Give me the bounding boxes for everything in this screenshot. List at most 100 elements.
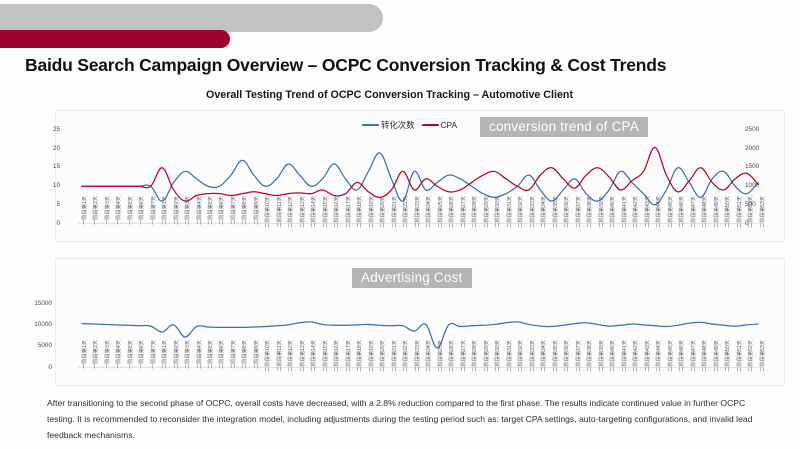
legend-label-conversions: 转化次数 [381,120,415,130]
x-tick-label: 二阶段第45天 [667,340,674,372]
x-tick-label: 一阶段第5天 [127,340,134,369]
x-tick-label: 二阶段第48天 [702,340,709,372]
x-tick-label: 二阶段第15天 [322,340,329,372]
x-tick-label: 二阶段第41天 [621,340,628,372]
x-tick-label: 二阶段第17天 [345,196,352,228]
x-tick-label: 二阶段第3天 [185,340,192,369]
y-tick-label: 5000 [37,342,52,350]
x-tick-label: 二阶段第35天 [552,340,559,372]
y-tick-label: 0 [48,363,52,371]
x-tick-label: 二阶段第35天 [552,196,559,228]
x-tick-label: 二阶段第3天 [185,196,192,225]
x-tick-label: 二阶段第13天 [299,196,306,228]
x-tick-label: 二阶段第29天 [483,340,490,372]
x-tick-label: 二阶段第31天 [506,340,513,372]
x-tick-label: 二阶段第33天 [529,196,536,228]
x-tick-label: 二阶段第37天 [575,196,582,228]
x-tick-label: 二阶段第43天 [644,340,651,372]
y-tick-label: 15 [52,163,60,171]
x-tick-label: 一阶段第2天 [93,196,100,225]
x-tick-label: 二阶段第12天 [288,340,295,372]
x-tick-label: 二阶段第37天 [575,340,582,372]
x-tick-label: 二阶段第51天 [736,340,743,372]
x-tick-label: 二阶段第15天 [322,196,329,228]
x-tick-label: 二阶段第34天 [541,340,548,372]
x-tick-label: 一阶段第3天 [104,196,111,225]
x-tick-label: 二阶段第28天 [472,196,479,228]
series-line-转化次数 [82,153,758,205]
conversion-cpa-plot [56,111,784,241]
y-tick-label: 1000 [745,182,760,190]
x-tick-label: 二阶段第26天 [449,196,456,228]
y-tick-label: 2500 [745,125,760,133]
x-tick-label: 二阶段第31天 [506,196,513,228]
x-tick-label: 二阶段第46天 [679,340,686,372]
x-tick-label: 一阶段第7天 [150,196,157,225]
x-tick-label: 二阶段第11天 [276,340,283,372]
x-tick-label: 二阶段第26天 [449,340,456,372]
x-tick-label: 一阶段第4天 [116,340,123,369]
x-tick-label: 二阶段第34天 [541,196,548,228]
y-tick-label: 2000 [745,144,760,152]
x-tick-label: 二阶段第39天 [598,340,605,372]
x-tick-label: 二阶段第30天 [495,196,502,228]
bottom-chart-x-axis-labels: 一阶段第1天 一阶段第2天 一阶段第3天 一阶段第4天 一阶段第5天 一阶段第6天 一阶段第… [0,340,800,386]
x-tick-label: 二阶段第13天 [299,340,306,372]
series-line-Advertising Cost [82,322,758,348]
x-tick-label: 二阶段第50天 [725,196,732,228]
x-tick-label: 二阶段第27天 [460,196,467,228]
x-tick-label: 一阶段第3天 [104,340,111,369]
x-tick-label: 二阶段第53天 [759,340,766,372]
y-tick-label: 0 [56,219,60,227]
x-tick-label: 二阶段第42天 [633,340,640,372]
legend-swatch-conversions [362,123,379,127]
x-tick-label: 二阶段第24天 [426,340,433,372]
x-tick-label: 二阶段第33天 [529,340,536,372]
x-tick-label: 二阶段第9天 [253,196,260,225]
x-tick-label: 二阶段第36天 [564,196,571,228]
callout-advertising-cost: Advertising Cost [352,268,472,288]
x-tick-label: 二阶段第21天 [391,340,398,372]
x-tick-label: 一阶段第2天 [93,340,100,369]
y-tick-label: 500 [745,200,756,208]
x-tick-label: 二阶段第40天 [610,340,617,372]
legend-entry-conversions: 转化次数 [362,119,415,131]
y-tick-label: 1500 [745,163,760,171]
x-tick-label: 二阶段第10天 [265,196,272,228]
y-tick-label: 10 [52,182,60,190]
x-tick-label: 二阶段第41天 [621,196,628,228]
x-tick-label: 二阶段第20天 [380,196,387,228]
x-tick-label: 二阶段第18天 [357,340,364,372]
x-tick-label: 二阶段第1天 [162,340,169,369]
x-tick-label: 二阶段第16天 [334,196,341,228]
x-tick-label: 二阶段第5天 [208,340,214,369]
x-tick-label: 二阶段第17天 [345,340,352,372]
x-tick-label: 二阶段第8天 [242,196,249,225]
summary-paragraph: After transitioning to the second phase … [47,398,753,440]
x-tick-label: 一阶段第1天 [81,340,88,369]
x-tick-label: 一阶段第5天 [127,196,134,225]
x-tick-label: 二阶段第10天 [265,340,272,372]
x-tick-label: 二阶段第48天 [702,196,709,228]
conversion-cpa-chart-panel [55,110,785,242]
top-chart-x-axis-labels: 一阶段第1天 一阶段第2天 一阶段第3天 一阶段第4天 一阶段第5天 一阶段第6天 一阶段第… [0,196,800,242]
x-tick-label: 二阶段第50天 [725,340,732,372]
y-tick-label: 10000 [34,321,52,329]
legend-swatch-cpa [421,123,439,127]
x-tick-label: 二阶段第49天 [713,196,720,228]
x-tick-label: 二阶段第25天 [437,340,444,372]
x-tick-label: 二阶段第39天 [598,196,605,228]
x-tick-label: 二阶段第22天 [403,196,410,228]
x-tick-label: 二阶段第25天 [437,196,444,228]
x-tick-label: 二阶段第24天 [426,196,433,228]
x-tick-label: 二阶段第44天 [656,340,663,372]
page-title: Baidu Search Campaign Overview – OCPC Co… [25,55,667,75]
x-tick-label: 二阶段第29天 [483,196,490,228]
x-tick-label: 二阶段第46天 [679,196,686,228]
y-tick-label: 0 [745,219,749,227]
x-tick-label: 二阶段第6天 [219,340,226,369]
x-tick-label: 二阶段第36天 [564,340,571,372]
x-tick-label: 二阶段第20天 [380,340,387,372]
x-tick-label: 二阶段第11天 [276,196,283,228]
